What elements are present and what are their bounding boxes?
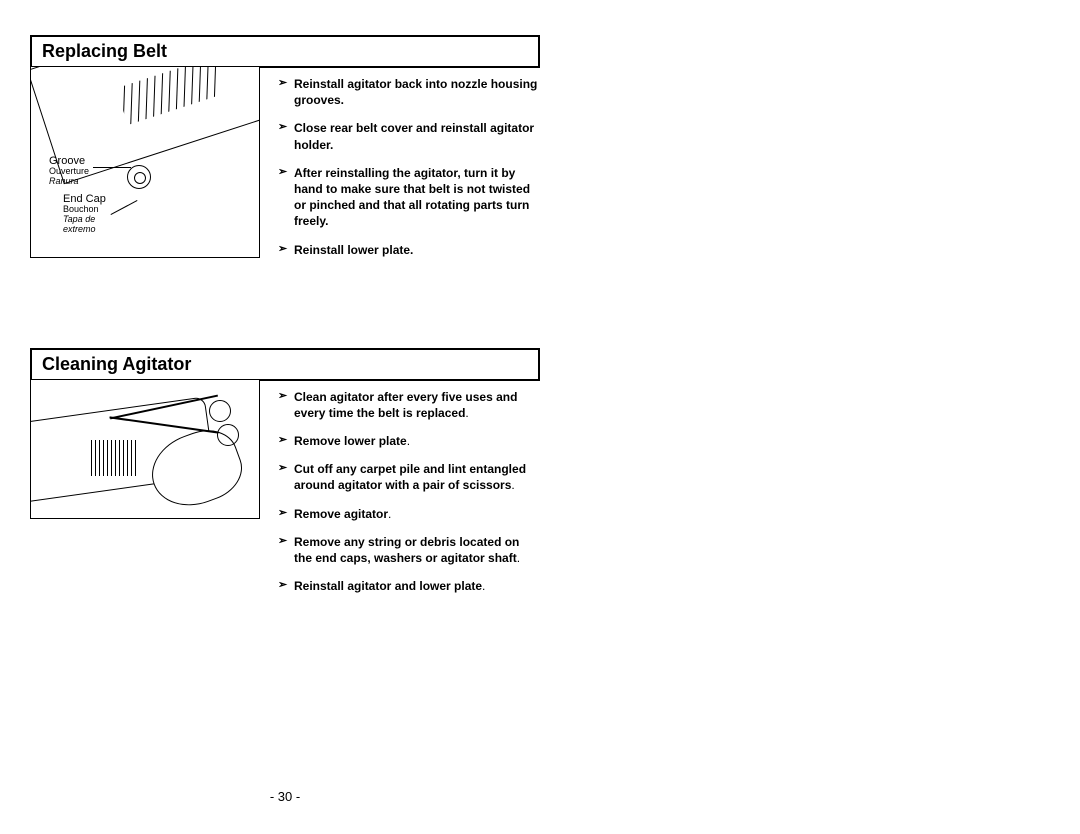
label-endcap-es2: extremo [63,225,106,235]
figure-labels: Groove Ouverture Ranura End Cap Bouchon … [49,155,106,235]
instruction-step: After reinstalling the agitator, turn it… [278,165,540,230]
label-groove-es: Ranura [49,177,106,187]
section-title: Replacing Belt [30,35,540,68]
instruction-step: Reinstall lower plate. [278,242,540,258]
instruction-step: Remove any string or debris located on t… [278,534,540,566]
diagram-illustration [31,380,259,518]
section-body: Clean agitator after every five uses and… [30,379,540,607]
instruction-step: Clean agitator after every five uses and… [278,389,540,421]
instruction-step: Remove agitator. [278,506,540,522]
instruction-step: Cut off any carpet pile and lint entangl… [278,461,540,493]
instruction-step: Reinstall agitator and lower plate. [278,578,540,594]
section-body: Groove Ouverture Ranura End Cap Bouchon … [30,66,540,270]
section-replacing-belt: Replacing Belt Groov [30,35,540,270]
figure-belt-diagram: Groove Ouverture Ranura End Cap Bouchon … [30,66,260,258]
instruction-step: Close rear belt cover and reinstall agit… [278,120,540,152]
figure-cleaning-diagram [30,379,260,519]
page-number: - 30 - [30,789,540,804]
manual-page: Replacing Belt Groov [30,35,540,606]
section-cleaning-agitator: Cleaning Agitator [30,348,540,607]
section-title: Cleaning Agitator [30,348,540,381]
instruction-step: Reinstall agitator back into nozzle hous… [278,76,540,108]
instruction-list: Reinstall agitator back into nozzle hous… [278,66,540,270]
instruction-list: Clean agitator after every five uses and… [278,379,540,607]
instruction-step: Remove lower plate. [278,433,540,449]
